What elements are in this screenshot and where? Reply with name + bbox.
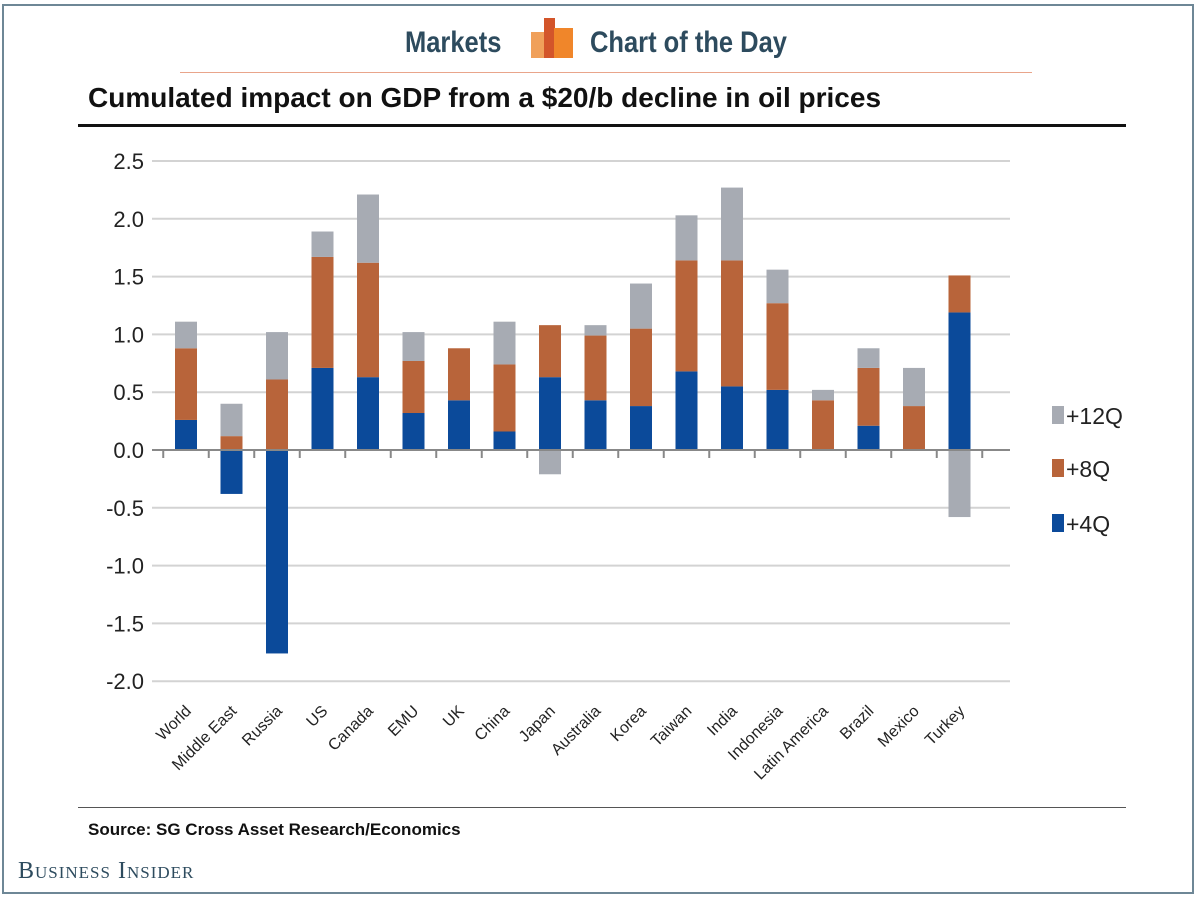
bar-segment [402,332,425,361]
x-tick-label: Mexico [875,703,923,751]
bar-segment [402,413,425,450]
bar-segment [675,260,698,372]
bar-segment [311,367,334,450]
bar-segment [175,321,197,349]
bar-segment [675,371,698,450]
bar-segment [857,425,880,450]
y-tick-label: 1.0 [113,322,144,347]
x-tick-label: Korea [608,703,650,745]
bar-segment [584,325,607,336]
header-markets: Markets [405,26,502,59]
x-tick-label: India [704,703,741,740]
y-tick-label: -0.5 [106,496,144,521]
bar-segment [766,303,789,390]
bar-segment [402,360,425,414]
legend-label: +8Q [1066,456,1110,482]
title-divider [78,124,1126,127]
x-tick-label: Brazil [837,703,877,743]
bar-segment [220,450,243,494]
bar-segment [948,450,971,518]
y-tick-label: 1.5 [113,265,144,290]
legend-swatch [1052,459,1064,477]
bar-segment [630,406,652,450]
bar-segment [903,367,925,407]
y-tick-label: 2.5 [113,149,144,174]
source-note: Source: SG Cross Asset Research/Economic… [88,820,461,839]
bar-segment [675,215,698,261]
bar-segment [311,256,334,368]
x-tick-label: EMU [385,703,422,740]
chart-title: Cumulated impact on GDP from a $20/b dec… [88,82,882,113]
bar-segment [175,419,197,450]
bar-segment [948,275,971,313]
y-tick-label: -2.0 [106,669,144,694]
bar-segment [266,332,288,380]
bar-segment [630,283,652,329]
bar-segment [220,436,243,450]
x-tick-label: Turkey [922,703,968,749]
bar-segment [539,450,561,475]
legend-label: +12Q [1066,403,1123,429]
bar-segment [493,364,516,432]
x-tick-label: World [153,703,194,744]
bar-segment [721,386,743,450]
bar-segment [448,400,470,450]
y-tick-label: -1.0 [106,554,144,579]
bar-segment [857,367,880,426]
bar-segment [812,400,834,450]
publisher-logo: Business Insider [18,858,195,884]
footer-divider [78,807,1126,808]
y-tick-label: 2.0 [113,207,144,232]
bar-segment [630,328,652,407]
bar-segment [539,325,561,378]
x-tick-label: Japan [516,703,559,746]
x-tick-label: Australia [548,703,604,759]
bar-segment [357,377,379,450]
bar-segment [948,312,971,450]
bar-segment [721,187,743,261]
bar-segment [357,194,379,263]
legend-swatch [1052,406,1064,424]
bar-segment [721,260,743,387]
x-tick-label: Canada [325,703,377,755]
bar-segment [493,321,516,365]
bar-segment [812,389,834,401]
bar-segment [175,348,197,420]
bar-segment [539,377,561,450]
bar-segment [220,403,243,437]
x-tick-label: Russia [239,703,286,750]
chart-frame [2,4,1194,894]
x-tick-label: Taiwan [648,703,695,750]
bar-segment [357,262,379,378]
y-tick-label: -1.5 [106,611,144,636]
header-chart-of-the-day: Chart of the Day [590,26,787,59]
bar-segment [493,431,516,450]
bar-segment [857,348,880,368]
bar-segment [311,231,334,257]
y-tick-label: 0.5 [113,380,144,405]
bar-segment [584,400,607,450]
x-tick-label: UK [440,703,468,731]
bar-segment [766,269,789,304]
header-divider [180,72,1032,73]
bar-segment [584,335,607,401]
x-tick-label: China [472,703,514,745]
y-tick-label: 0.0 [113,438,144,463]
bar-segment [903,406,925,450]
x-tick-label: US [304,703,332,731]
bar-segment [266,450,288,654]
legend-label: +4Q [1066,511,1110,537]
bar-segment [266,379,288,450]
legend-swatch [1052,514,1064,532]
bar-segment [448,348,470,401]
bar-segment [766,389,789,450]
